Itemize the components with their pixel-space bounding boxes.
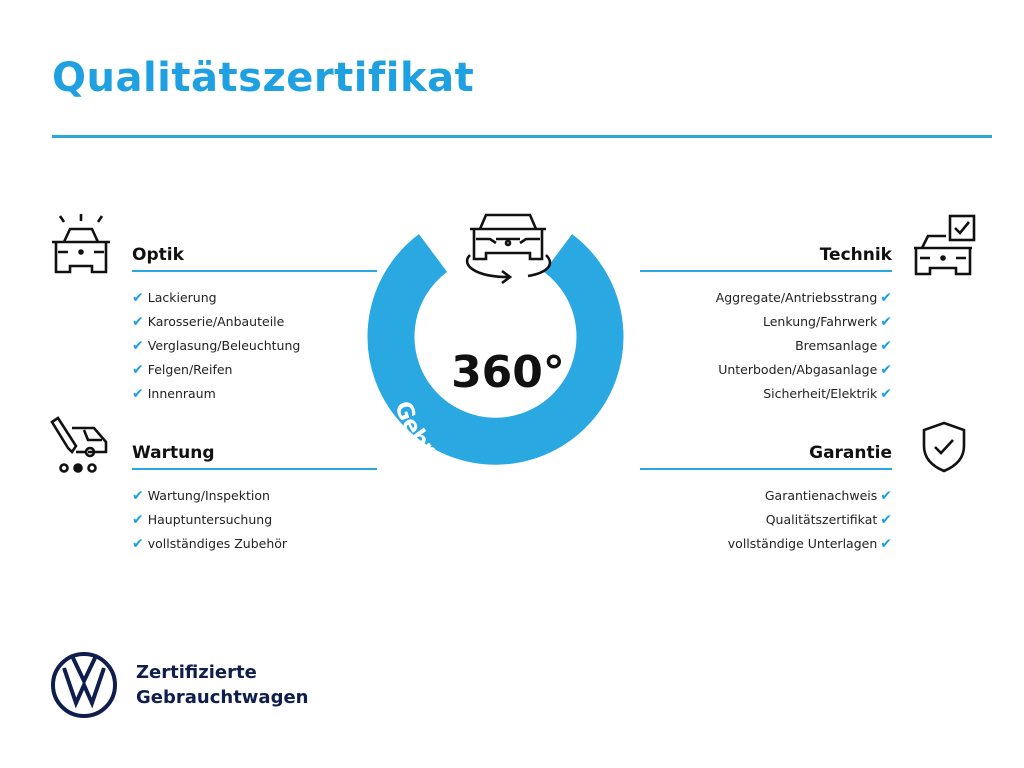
check-badge: Gebrauchtwagen-Check 360° [367, 213, 628, 498]
service-van-icon [50, 416, 108, 473]
list-item: Qualitätszertifikat ✔ [765, 512, 892, 528]
list-item: Lenkung/Fahrwerk ✔ [763, 314, 892, 330]
check-icon: ✔ [880, 362, 892, 378]
brand-name: Zertifizierte Gebrauchtwagen [136, 660, 308, 710]
section-title: Optik [132, 245, 184, 265]
check-icon: ✔ [880, 488, 892, 504]
degree-value: 360° [451, 347, 565, 398]
page-title: Qualitätszertifikat [52, 55, 475, 101]
check-icon: ✔ [880, 536, 892, 552]
check-icon: ✔ [132, 338, 144, 354]
section-divider [640, 468, 892, 470]
title-divider [52, 135, 992, 138]
check-icon: ✔ [880, 386, 892, 402]
check-icon: ✔ [880, 338, 892, 354]
check-icon: ✔ [880, 290, 892, 306]
list-item: Unterboden/Abgasanlage ✔ [718, 362, 892, 378]
check-icon: ✔ [132, 488, 144, 504]
check-icon: ✔ [880, 314, 892, 330]
brand-line-1: Zertifizierte [136, 662, 257, 683]
car-checklist-icon [914, 214, 976, 276]
list-item: Bremsanlage ✔ [795, 338, 892, 354]
check-icon: ✔ [132, 512, 144, 528]
list-item: ✔ Karosserie/Anbauteile [132, 314, 285, 330]
check-icon: ✔ [132, 314, 144, 330]
vw-logo [51, 652, 117, 718]
section-technik: Technik Aggregate/Antriebsstrang ✔ Lenkun… [640, 242, 892, 406]
section-garantie: Garantie Garantienachweis ✔ Qualitätszert… [640, 440, 892, 556]
section-wartung: Wartung ✔ Wartung/Inspektion ✔ Hauptunters… [132, 440, 377, 556]
section-divider [640, 270, 892, 272]
list-item: ✔ Lackierung [132, 290, 217, 306]
check-icon: ✔ [880, 512, 892, 528]
list-item: ✔ Felgen/Reifen [132, 362, 233, 378]
list-item: ✔ vollständiges Zubehör [132, 536, 288, 552]
brand-line-2: Gebrauchtwagen [136, 687, 309, 708]
list-item: Garantienachweis ✔ [764, 488, 892, 504]
section-title: Technik [819, 245, 892, 265]
list-item: ✔ Hauptuntersuchung [132, 512, 273, 528]
section-optik: Optik ✔ Lackierung ✔ Karosserie/Anbauteile… [132, 242, 377, 406]
section-title: Wartung [132, 443, 215, 463]
check-icon: ✔ [132, 386, 144, 402]
check-icon: ✔ [132, 536, 144, 552]
list-item: ✔ Wartung/Inspektion [132, 488, 270, 504]
list-item: Aggregate/Antriebsstrang ✔ [715, 290, 892, 306]
shield-check-icon [922, 421, 966, 473]
check-icon: ✔ [132, 290, 144, 306]
car-lights-icon [52, 214, 110, 274]
list-item: ✔ Innenraum [132, 386, 216, 402]
list-item: ✔ Verglasung/Beleuchtung [132, 338, 301, 354]
section-divider [132, 468, 377, 470]
list-item: Sicherheit/Elektrik ✔ [763, 386, 892, 402]
check-icon: ✔ [132, 362, 144, 378]
section-title: Garantie [809, 443, 892, 463]
list-item: vollständige Unterlagen ✔ [727, 536, 892, 552]
badge-ring [367, 234, 624, 465]
section-divider [132, 270, 377, 272]
car-rotate-icon [465, 213, 552, 285]
